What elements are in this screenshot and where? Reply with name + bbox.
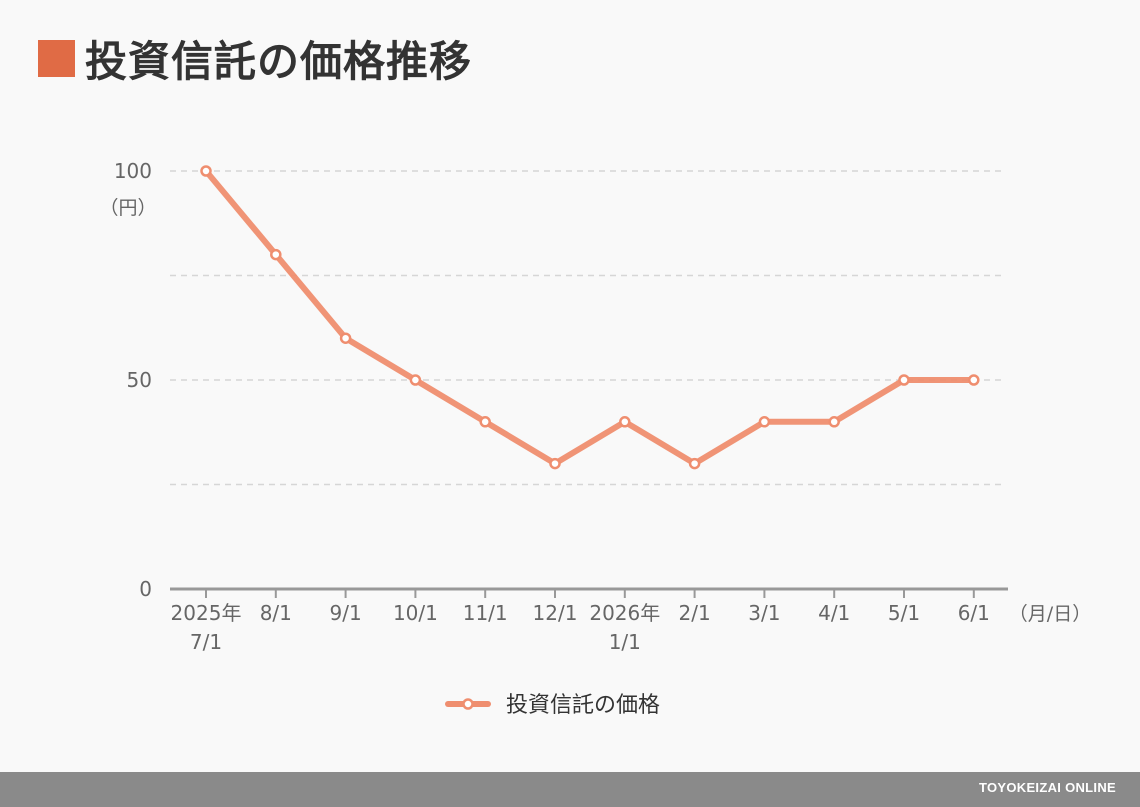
x-tick-label-4-0: 11/1 xyxy=(463,601,508,625)
chart-title-block: 投資信託の価格推移 xyxy=(38,28,472,88)
x-tick-label-0-0: 2025年 xyxy=(171,601,242,625)
legend-label: 投資信託の価格 xyxy=(506,693,660,718)
series-group xyxy=(200,165,980,470)
chart-title: 投資信託の価格推移 xyxy=(85,36,473,86)
y-tick-label-1: 50 xyxy=(127,368,152,392)
footer-brand: TOYOKEIZAI ONLINE xyxy=(978,780,1116,795)
x-tick-label-5-0: 12/1 xyxy=(533,601,578,625)
data-point-3 xyxy=(409,374,422,386)
x-tick-label-8-0: 3/1 xyxy=(748,601,780,625)
x-tick-label-0-1: 7/1 xyxy=(190,630,222,654)
x-tick-label-11-0: 6/1 xyxy=(958,601,990,625)
y-unit-label: （円） xyxy=(99,197,156,219)
x-tick-label-6-0: 2026年 xyxy=(589,601,660,625)
x-tick-label-3-0: 10/1 xyxy=(393,601,438,625)
data-point-6 xyxy=(619,416,631,428)
data-point-4 xyxy=(479,416,491,428)
x-axis-ticks: 2025年 7/1 8/1 9/1 10/1 11/1 12/1 2026年 1/1 2/1 3/1… xyxy=(171,589,1091,654)
data-point-8 xyxy=(758,416,771,428)
series-line-0 xyxy=(203,168,977,467)
line-chart: 100 50 0 （円） 2025年 7/1 8/1 9/1 10/1 11/1 12/1 2026… xyxy=(99,159,1091,718)
y-axis-ticks: 100 50 0 （円） xyxy=(99,159,156,601)
data-point-9 xyxy=(828,416,840,428)
legend-swatch-marker xyxy=(462,698,474,710)
title-square-icon xyxy=(38,39,75,77)
data-point-5 xyxy=(549,457,561,470)
y-tick-label-2: 0 xyxy=(139,577,152,601)
x-unit-label: （月/日） xyxy=(1009,603,1091,625)
x-tick-label-9-0: 4/1 xyxy=(818,601,850,625)
data-point-11 xyxy=(968,374,980,386)
data-point-1 xyxy=(270,248,282,261)
x-tick-label-10-0: 5/1 xyxy=(888,601,920,625)
data-point-10 xyxy=(898,374,910,386)
x-tick-label-1-0: 8/1 xyxy=(260,601,292,625)
x-tick-label-6-1: 1/1 xyxy=(609,630,641,654)
x-tick-label-7-0: 2/1 xyxy=(679,601,711,625)
data-point-0 xyxy=(200,165,212,177)
grid-lines xyxy=(170,170,1005,486)
footer-bar: TOYOKEIZAI ONLINE xyxy=(0,772,1140,807)
x-tick-label-2-0: 9/1 xyxy=(330,601,362,625)
legend: 投資信託の価格 xyxy=(445,693,660,718)
y-tick-label-0: 100 xyxy=(114,159,152,183)
data-point-2 xyxy=(339,332,352,344)
data-point-7 xyxy=(688,457,701,470)
